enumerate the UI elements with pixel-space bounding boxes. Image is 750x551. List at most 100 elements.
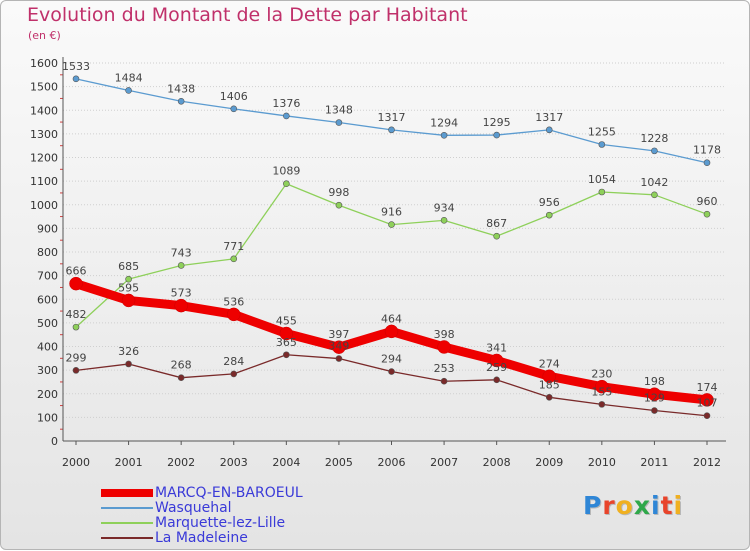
data-label: 743 <box>171 246 192 259</box>
legend-swatch <box>101 522 153 524</box>
data-point <box>69 276 83 291</box>
data-point <box>72 367 80 374</box>
series-line-marcq-en-baroeul <box>71 279 712 405</box>
data-point <box>335 201 343 209</box>
data-point <box>283 112 290 120</box>
data-label: 129 <box>644 392 665 405</box>
data-label: 771 <box>223 240 244 253</box>
legend-item: La Madeleine <box>101 531 303 546</box>
legend-swatch <box>101 507 153 509</box>
data-label: 934 <box>434 201 455 214</box>
data-label: 299 <box>66 351 87 364</box>
data-point <box>335 355 343 362</box>
y-tick-label: 800 <box>37 246 58 259</box>
data-label: 1406 <box>220 90 248 103</box>
x-tick-label: 2002 <box>167 456 195 469</box>
x-tick-label: 2007 <box>430 456 458 469</box>
data-label: 536 <box>223 295 244 308</box>
data-label: 185 <box>539 378 560 391</box>
data-point <box>651 407 658 414</box>
data-label: 284 <box>223 355 244 368</box>
chart-title: Evolution du Montant de la Dette par Hab… <box>27 4 468 26</box>
x-tick-label: 2012 <box>693 456 721 469</box>
data-label: 1178 <box>693 144 721 157</box>
legend-swatch <box>101 537 153 539</box>
data-label: 397 <box>328 328 349 341</box>
data-label: 1294 <box>430 116 458 129</box>
data-label: 1533 <box>62 60 90 73</box>
data-label: 1317 <box>535 111 563 124</box>
data-point <box>595 379 609 394</box>
data-label: 666 <box>66 265 87 278</box>
data-point <box>542 369 556 384</box>
data-label: 1295 <box>483 116 511 129</box>
logo-letter: i <box>673 491 684 520</box>
logo-letter: i <box>651 491 661 520</box>
legend-item: Wasquehal <box>101 501 303 516</box>
data-point <box>598 401 606 408</box>
data-point <box>384 324 399 339</box>
data-point <box>335 119 343 126</box>
y-tick-label: 100 <box>37 411 58 424</box>
data-point <box>489 353 504 368</box>
legend-item: MARCQ-EN-BAROEUL <box>101 486 303 501</box>
y-tick-label: 1500 <box>30 81 58 94</box>
x-tick-label: 2010 <box>588 456 616 469</box>
data-label: 482 <box>66 308 87 321</box>
data-point <box>545 393 553 401</box>
data-point <box>125 360 132 368</box>
data-label: 398 <box>434 328 455 341</box>
legend-label: Marquette-lez-Lille <box>155 515 286 531</box>
data-label: 1255 <box>588 126 616 139</box>
data-point <box>388 221 395 228</box>
data-point <box>545 211 553 219</box>
data-label: 259 <box>486 361 507 374</box>
y-tick-label: 200 <box>37 388 58 401</box>
y-tick-label: 300 <box>37 364 58 377</box>
data-label: 253 <box>434 362 455 375</box>
data-point <box>332 340 346 354</box>
data-label: 107 <box>697 397 718 410</box>
data-point <box>177 97 185 105</box>
data-label: 274 <box>539 357 560 370</box>
data-label: 595 <box>118 281 139 294</box>
data-point <box>72 323 80 331</box>
x-tick-label: 2004 <box>272 456 300 469</box>
data-label: 294 <box>381 353 402 366</box>
data-point <box>388 126 395 134</box>
data-point <box>230 255 238 263</box>
data-point <box>177 262 185 269</box>
data-point <box>598 141 606 148</box>
data-label: 198 <box>644 375 665 388</box>
data-point <box>230 105 238 113</box>
data-point <box>177 374 185 381</box>
data-point <box>437 340 451 354</box>
y-tick-label: 600 <box>37 293 58 306</box>
data-point <box>493 376 500 384</box>
data-label: 365 <box>276 336 297 349</box>
data-point <box>227 307 241 322</box>
data-point <box>651 147 658 155</box>
y-tick-label: 400 <box>37 341 58 354</box>
data-point <box>230 370 238 378</box>
data-label: 268 <box>171 359 192 372</box>
data-point <box>125 275 132 283</box>
data-label: 455 <box>276 315 297 328</box>
legend-label: MARCQ-EN-BAROEUL <box>155 485 303 501</box>
y-tick-label: 1300 <box>30 128 58 141</box>
data-label: 867 <box>486 217 507 230</box>
data-label: 960 <box>697 195 718 208</box>
data-label: 155 <box>591 385 612 398</box>
x-tick-label: 2003 <box>220 456 248 469</box>
y-tick-label: 1400 <box>30 104 58 117</box>
data-point <box>598 188 606 196</box>
logo-letter: r <box>602 491 616 520</box>
data-label: 174 <box>697 381 718 394</box>
x-tick-label: 2005 <box>325 456 353 469</box>
data-point <box>493 232 500 240</box>
legend-item: Marquette-lez-Lille <box>101 516 303 531</box>
x-tick-label: 2001 <box>115 456 143 469</box>
data-label: 916 <box>381 206 402 219</box>
data-point <box>279 326 294 341</box>
